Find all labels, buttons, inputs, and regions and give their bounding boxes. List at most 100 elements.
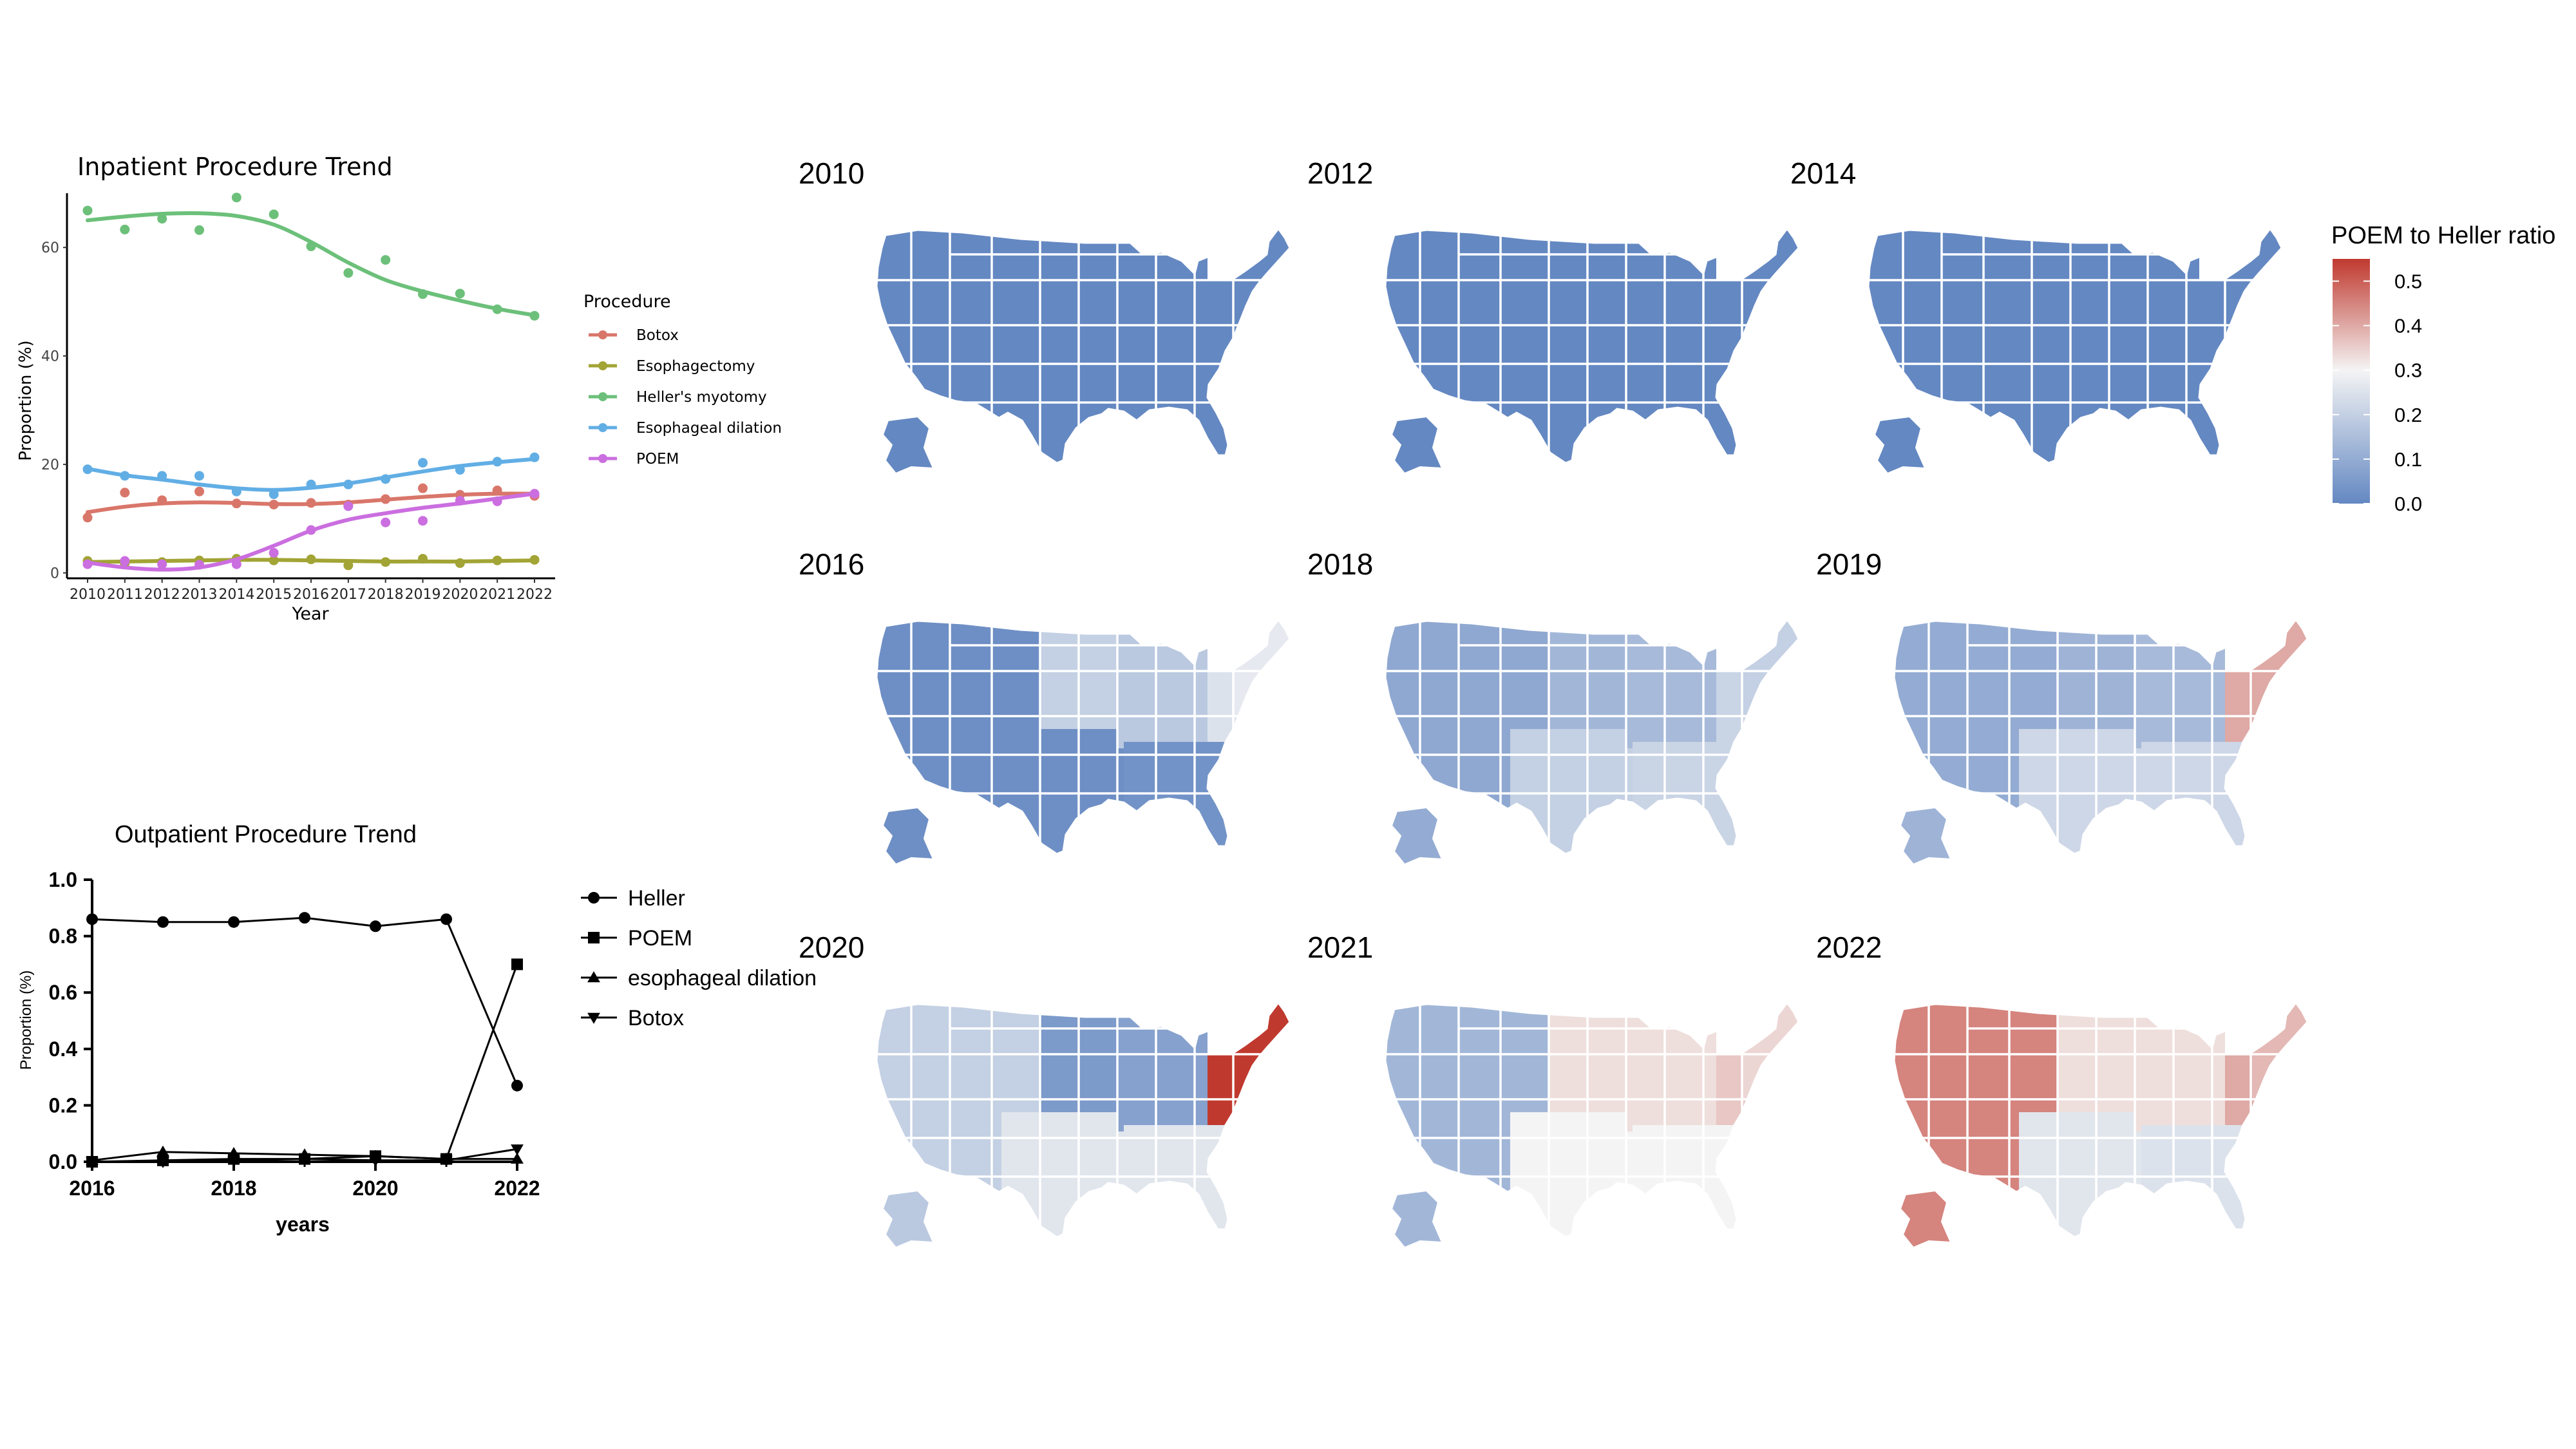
inpatient-legend-dot bbox=[598, 361, 607, 370]
outpatient-legend-item: Heller bbox=[581, 886, 685, 911]
inpatient-data-point bbox=[529, 554, 540, 565]
map-region-south-central bbox=[1001, 1112, 1124, 1237]
map-panel-2018: 2018 bbox=[1307, 547, 1800, 866]
outpatient-data-point bbox=[86, 913, 98, 925]
map-year-label: 2010 bbox=[799, 156, 864, 190]
outpatient-legend-marker bbox=[588, 892, 600, 904]
colorbar-tick-label: 0.2 bbox=[2394, 404, 2422, 426]
colorbar-title: POEM to Heller ratio bbox=[2331, 222, 2555, 249]
map-region-alaska bbox=[1899, 806, 1952, 866]
inpatient-data-point bbox=[82, 205, 93, 216]
inpatient-ytick-label: 40 bbox=[41, 349, 59, 365]
inpatient-legend-label: Esophagectomy bbox=[636, 358, 755, 375]
inpatient-data-point bbox=[231, 486, 242, 497]
colorbar-tick-label: 0.1 bbox=[2394, 448, 2422, 471]
outpatient-legend: Heller POEM esophageal dilation Botox bbox=[581, 886, 817, 1030]
us-map bbox=[1384, 227, 1800, 475]
inpatient-data-point bbox=[529, 489, 540, 499]
outpatient-data-point bbox=[227, 1155, 240, 1167]
inpatient-legend-label: Botox bbox=[636, 327, 679, 344]
inpatient-data-point bbox=[306, 498, 316, 508]
map-region-northeast bbox=[1233, 620, 1290, 716]
inpatient-data-point bbox=[418, 554, 428, 564]
map-region-south-central bbox=[2019, 729, 2141, 854]
map-year-label: 2022 bbox=[1816, 931, 1882, 964]
map-region-northeast bbox=[1742, 229, 1799, 325]
outpatient-series-circle bbox=[86, 912, 523, 1092]
inpatient-series-dilation bbox=[82, 452, 540, 499]
inpatient-legend-label: Esophageal dilation bbox=[636, 420, 782, 437]
outpatient-legend-item: esophageal dilation bbox=[581, 966, 817, 990]
inpatient-xtick-label: 2018 bbox=[368, 587, 404, 603]
outpatient-ytick-label: 0.4 bbox=[49, 1037, 78, 1061]
inpatient-data-point bbox=[492, 555, 502, 565]
inpatient-data-point bbox=[269, 489, 279, 499]
us-map bbox=[875, 1001, 1291, 1249]
map-region-south-central bbox=[1510, 338, 1633, 463]
us-map bbox=[1384, 618, 1800, 866]
outpatient-data-point bbox=[440, 1155, 453, 1167]
inpatient-data-point bbox=[194, 471, 204, 481]
inpatient-data-point bbox=[157, 495, 167, 506]
map-region-alaska bbox=[882, 806, 934, 866]
inpatient-xtick-label: 2022 bbox=[516, 587, 553, 603]
map-region-northeast bbox=[2251, 1003, 2307, 1099]
map-region-southeast bbox=[1633, 742, 1768, 854]
outpatient-data-point bbox=[369, 1155, 382, 1167]
inpatient-legend-dot bbox=[598, 454, 607, 463]
inpatient-chart: Inpatient Procedure Trend Proportion (%)… bbox=[16, 153, 782, 624]
inpatient-legend-title: Procedure bbox=[583, 292, 671, 312]
inpatient-data-point bbox=[418, 483, 428, 493]
inpatient-data-point bbox=[492, 486, 502, 496]
colorbar-tick-label: 0.5 bbox=[2394, 270, 2422, 293]
inpatient-data-point bbox=[231, 498, 242, 509]
inpatient-data-point bbox=[120, 488, 130, 498]
outpatient-legend-label: POEM bbox=[628, 926, 692, 951]
inpatient-data-point bbox=[231, 559, 242, 569]
inpatient-xlabel: Year bbox=[291, 604, 329, 624]
inpatient-legend: Procedure Botox Esophagectomy Heller's myo… bbox=[583, 292, 782, 468]
inpatient-data-point bbox=[381, 517, 391, 527]
outpatient-data-point bbox=[157, 916, 169, 928]
map-region-southeast bbox=[2141, 742, 2277, 854]
inpatient-data-point bbox=[82, 513, 93, 523]
outpatient-data-point bbox=[440, 913, 452, 925]
map-panel-2012: 2012 bbox=[1307, 156, 1800, 475]
colorbar-tick-label: 0.4 bbox=[2394, 315, 2422, 337]
map-region-alaska bbox=[1390, 415, 1443, 475]
inpatient-legend-label: POEM bbox=[636, 451, 679, 468]
inpatient-data-point bbox=[194, 225, 204, 235]
outpatient-legend-label: Heller bbox=[628, 886, 685, 911]
inpatient-series-poem bbox=[82, 489, 540, 572]
outpatient-data-point bbox=[370, 920, 381, 933]
outpatient-xtick-label: 2018 bbox=[211, 1177, 256, 1200]
map-panel-2019: 2019 bbox=[1816, 547, 2309, 866]
inpatient-legend-dot bbox=[598, 423, 607, 432]
map-region-alaska bbox=[1390, 806, 1443, 866]
outpatient-ylabel: Proportion (%) bbox=[17, 971, 35, 1070]
map-region-northeast bbox=[1233, 229, 1290, 325]
map-region-southeast bbox=[1633, 1125, 1768, 1237]
inpatient-xtick-label: 2021 bbox=[479, 587, 515, 603]
outpatient-ytick-label: 0.8 bbox=[49, 925, 77, 948]
inpatient-data-point bbox=[157, 471, 167, 481]
inpatient-data-point bbox=[381, 474, 391, 484]
outpatient-chart: Outpatient Procedure Trend Proportion (%… bbox=[17, 821, 817, 1236]
inpatient-data-point bbox=[381, 255, 391, 265]
inpatient-legend-item: Esophageal dilation bbox=[589, 420, 782, 437]
inpatient-xtick-label: 2017 bbox=[330, 587, 366, 603]
map-region-south-central bbox=[1001, 729, 1124, 854]
outpatient-xtick-label: 2016 bbox=[69, 1177, 115, 1200]
inpatient-ylabel: Proportion (%) bbox=[16, 340, 35, 460]
inpatient-xtick-label: 2019 bbox=[405, 587, 441, 603]
map-panel-2010: 2010 bbox=[799, 156, 1291, 475]
inpatient-legend-item: Botox bbox=[589, 327, 679, 344]
us-map bbox=[875, 227, 1291, 475]
map-region-southeast bbox=[1124, 351, 1259, 463]
us-map bbox=[1867, 227, 2283, 475]
map-region-alaska bbox=[1390, 1189, 1443, 1249]
map-year-label: 2012 bbox=[1307, 156, 1373, 190]
inpatient-data-point bbox=[269, 209, 279, 220]
outpatient-legend-marker bbox=[587, 1012, 600, 1024]
inpatient-data-point bbox=[157, 559, 167, 569]
